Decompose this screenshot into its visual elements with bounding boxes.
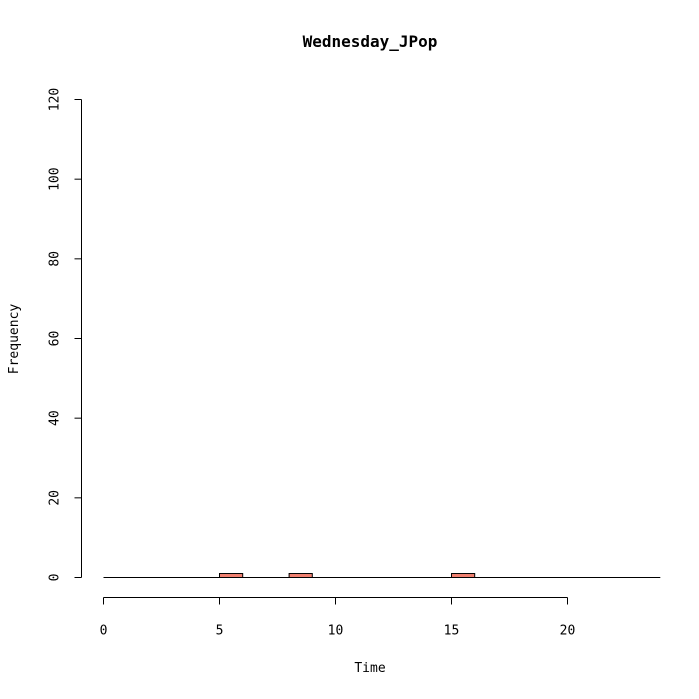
x-tick-label: 10 [328,624,344,639]
chart-title: Wednesday_JPop [303,32,438,51]
y-tick-label: 40 [48,410,63,426]
x-axis: 0 5 10 15 20 [100,597,576,639]
y-tick-label: 100 [48,167,63,190]
y-tick-label: 80 [48,251,63,267]
histogram-bar [451,573,476,579]
y-tick-label: 20 [48,490,63,506]
y-tick-label: 60 [48,331,63,347]
x-axis-label: Time [354,661,385,676]
x-tick-label: 0 [100,624,108,639]
y-tick-label: 0 [48,574,63,582]
x-tick-label: 5 [216,624,224,639]
bars-group [103,573,661,579]
y-tick-label: 120 [48,88,63,111]
histogram-bar [288,573,313,579]
x-tick-label: 20 [560,624,576,639]
histogram-bar [219,573,244,579]
y-axis: 0 20 40 60 80 100 120 [48,88,82,582]
x-tick-label: 15 [444,624,460,639]
y-axis-label: Frequency [7,304,22,375]
